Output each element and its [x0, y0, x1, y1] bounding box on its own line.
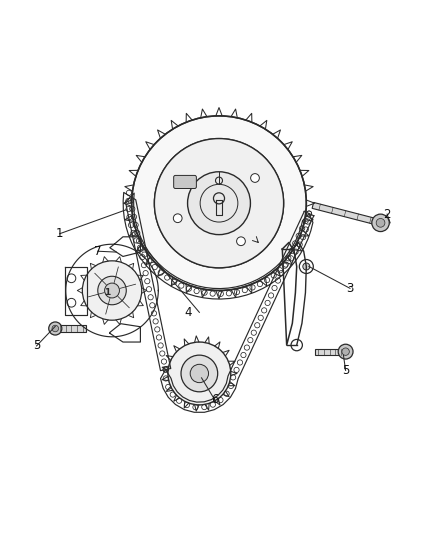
Circle shape	[168, 342, 231, 405]
Circle shape	[376, 219, 385, 227]
Circle shape	[67, 274, 76, 282]
Text: 7: 7	[94, 245, 101, 258]
Circle shape	[251, 174, 259, 182]
Circle shape	[291, 340, 302, 351]
Circle shape	[338, 344, 353, 359]
Circle shape	[303, 263, 310, 270]
Polygon shape	[55, 326, 86, 332]
Text: 6: 6	[211, 393, 219, 406]
Text: 5: 5	[342, 364, 349, 377]
Text: 1: 1	[103, 288, 110, 297]
Circle shape	[52, 325, 59, 332]
Text: 1: 1	[56, 227, 64, 240]
Text: 2: 2	[383, 208, 391, 221]
Circle shape	[82, 261, 142, 320]
Circle shape	[154, 139, 284, 268]
Circle shape	[105, 283, 120, 298]
Text: 5: 5	[33, 340, 40, 352]
Circle shape	[372, 214, 389, 231]
Text: 3: 3	[346, 282, 353, 295]
Circle shape	[187, 172, 251, 235]
Polygon shape	[312, 203, 381, 226]
Circle shape	[190, 364, 208, 383]
Circle shape	[67, 298, 76, 307]
Circle shape	[299, 260, 313, 273]
Circle shape	[237, 237, 245, 246]
Circle shape	[49, 322, 62, 335]
Circle shape	[132, 116, 306, 290]
Circle shape	[342, 348, 350, 356]
Circle shape	[173, 214, 182, 223]
Polygon shape	[315, 349, 346, 354]
Circle shape	[181, 355, 218, 392]
Text: 4: 4	[185, 306, 192, 319]
Circle shape	[98, 276, 126, 305]
FancyBboxPatch shape	[174, 175, 196, 189]
